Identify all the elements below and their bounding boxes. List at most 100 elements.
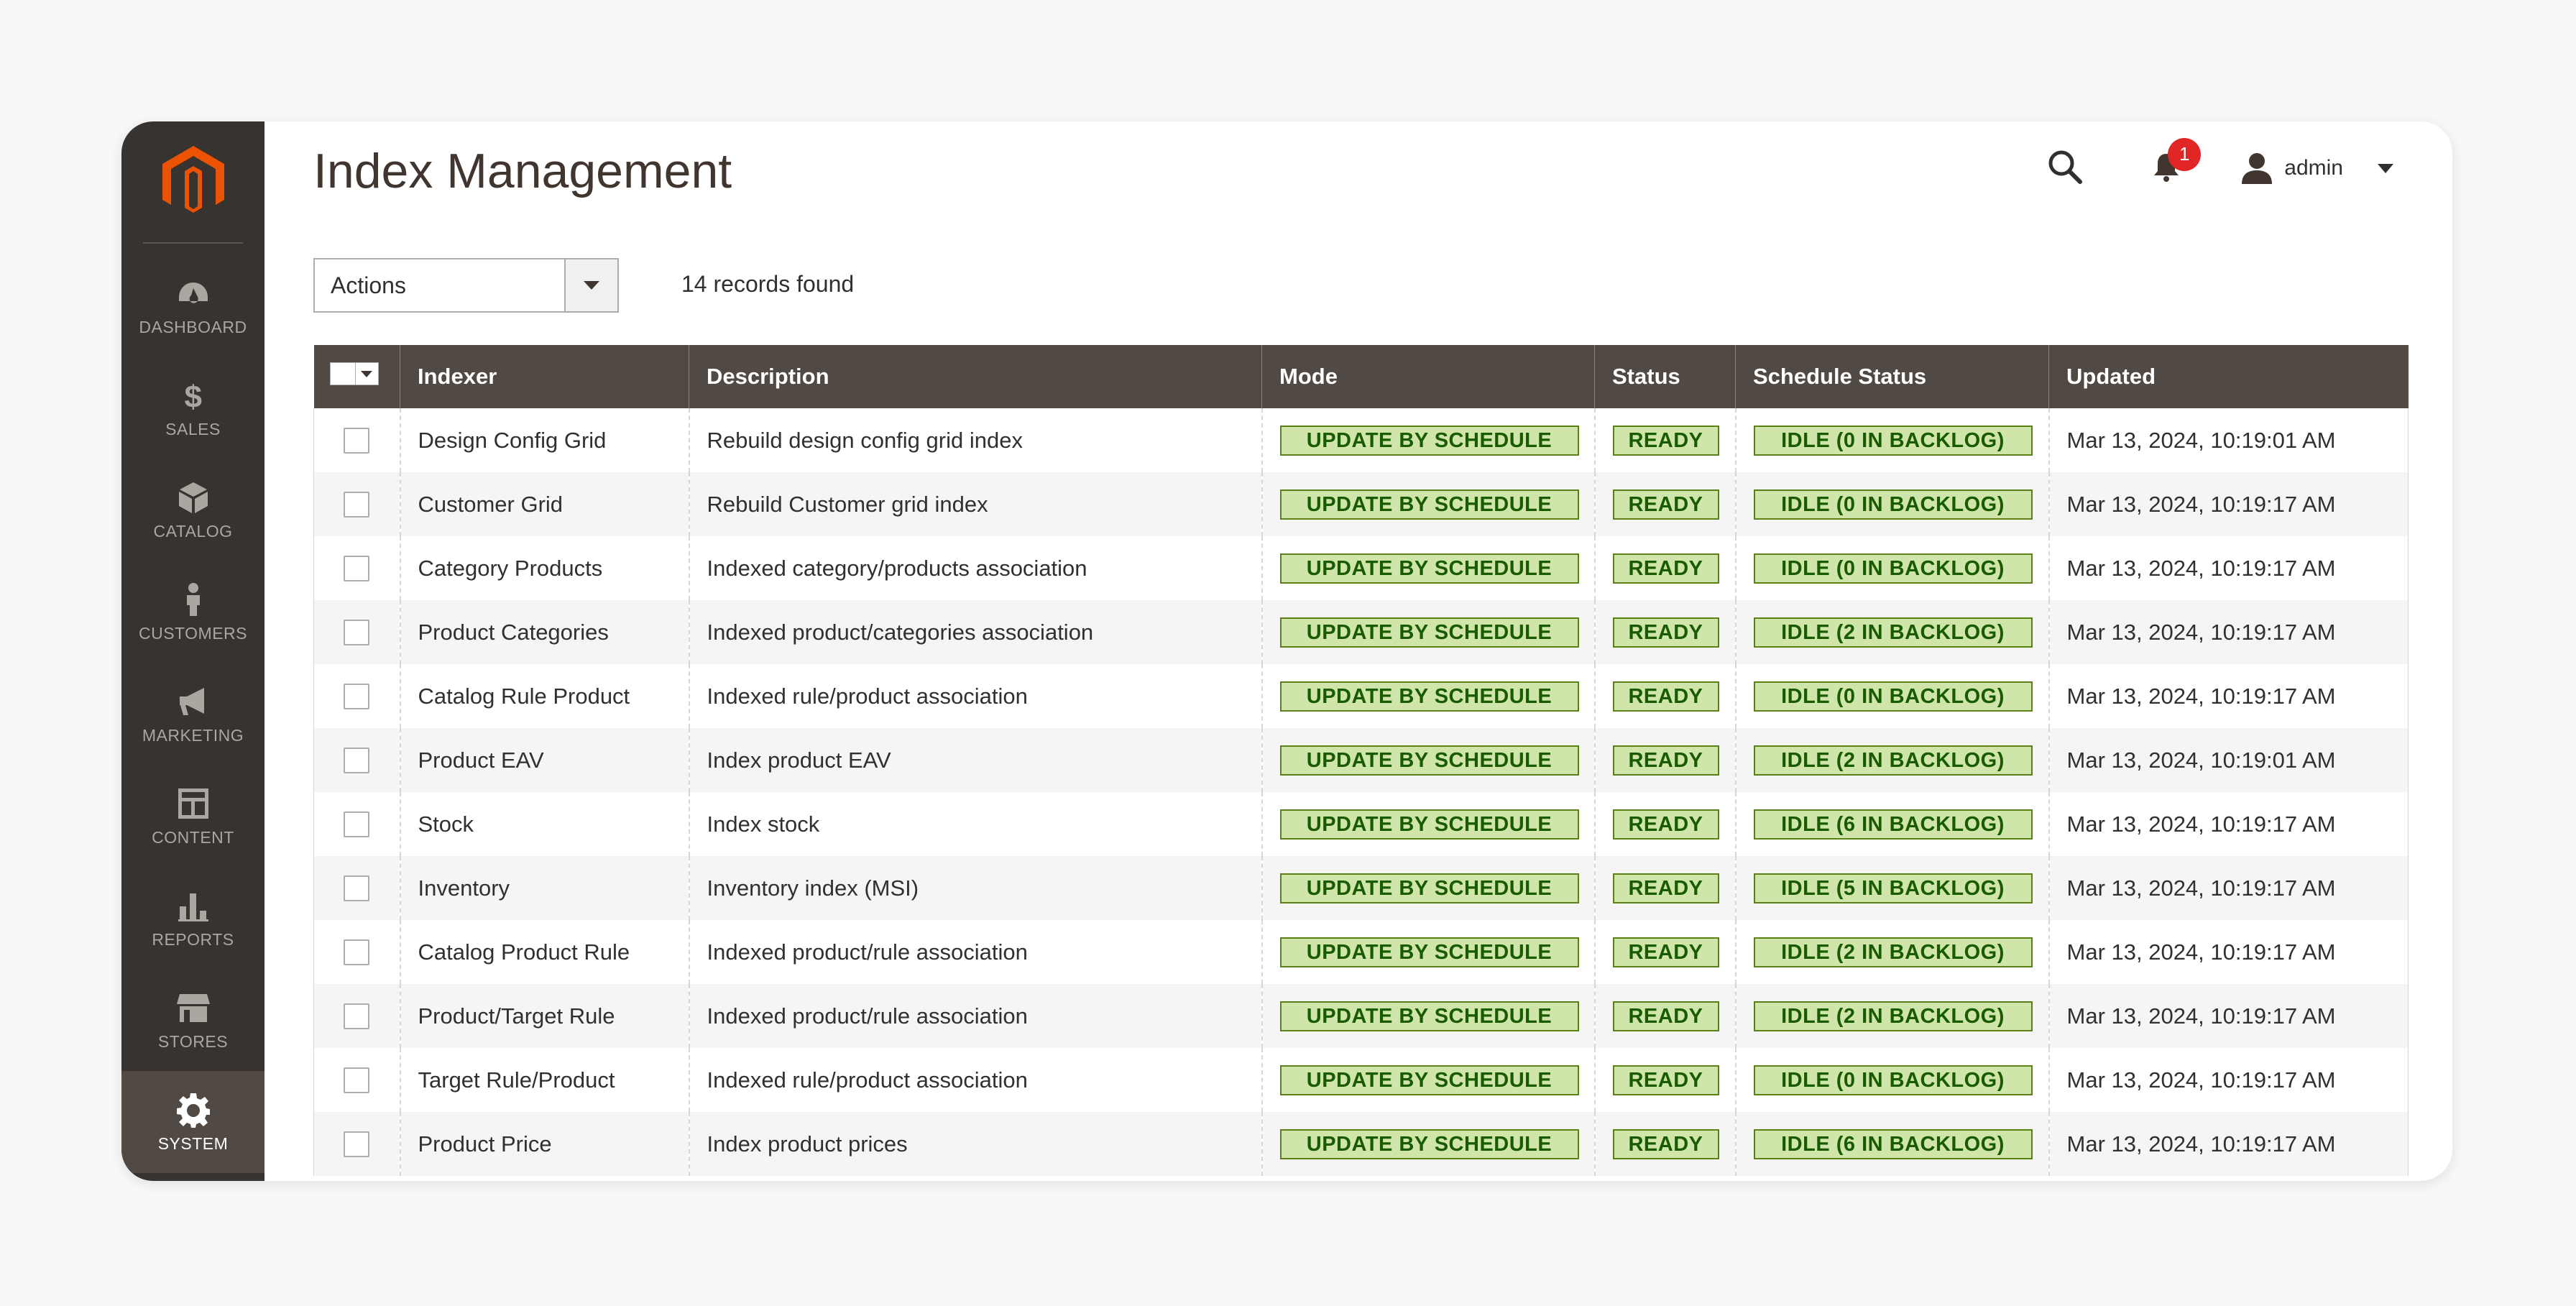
- sidebar-item-dashboard[interactable]: DASHBOARD: [121, 254, 264, 357]
- column-header-description[interactable]: Description: [689, 345, 1262, 408]
- sidebar-item-catalog[interactable]: CATALOG: [121, 459, 264, 561]
- status-cell: READY: [1593, 472, 1736, 536]
- sidebar-item-sales[interactable]: $ SALES: [121, 357, 264, 459]
- description-cell: Index product EAV: [688, 728, 1262, 792]
- chevron-down-icon[interactable]: [2378, 163, 2393, 173]
- indexer-cell: Inventory: [399, 856, 689, 920]
- status-badge: READY: [1612, 937, 1719, 967]
- row-checkbox[interactable]: [344, 684, 370, 710]
- mass-select-checkbox[interactable]: [329, 362, 356, 385]
- row-checkbox[interactable]: [344, 1003, 370, 1030]
- actions-dropdown-toggle[interactable]: [564, 259, 617, 311]
- table-row[interactable]: Target Rule/Product Indexed rule/product …: [313, 1048, 2409, 1112]
- status-badge: READY: [1612, 745, 1719, 776]
- row-select-cell: [313, 664, 400, 728]
- indexer-cell: Product Price: [399, 1112, 689, 1176]
- mode-cell: UPDATE BY SCHEDULE: [1261, 664, 1595, 728]
- notification-count-badge: 1: [2168, 137, 2202, 171]
- description-cell: Index product prices: [688, 1112, 1262, 1176]
- sidebar-item-reports[interactable]: REPORTS: [121, 867, 264, 969]
- row-checkbox[interactable]: [344, 428, 370, 454]
- status-badge: READY: [1612, 489, 1719, 520]
- status-cell: READY: [1593, 600, 1736, 664]
- row-checkbox[interactable]: [344, 875, 370, 902]
- schedule-status-cell: IDLE (0 IN BACKLOG): [1734, 536, 2049, 600]
- description-cell: Rebuild Customer grid index: [688, 472, 1262, 536]
- dashboard-gauge-icon: [174, 275, 213, 312]
- indexer-cell: Stock: [399, 792, 689, 856]
- column-header-updated[interactable]: Updated: [2048, 345, 2409, 408]
- table-row[interactable]: Design Config Grid Rebuild design config …: [313, 408, 2409, 472]
- table-row[interactable]: Customer Grid Rebuild Customer grid index…: [313, 472, 2409, 536]
- row-checkbox[interactable]: [344, 620, 370, 646]
- indexer-cell: Catalog Rule Product: [399, 664, 689, 728]
- search-icon[interactable]: [2046, 147, 2084, 190]
- updated-cell: Mar 13, 2024, 10:19:17 AM: [2048, 664, 2409, 728]
- mode-cell: UPDATE BY SCHEDULE: [1261, 984, 1595, 1048]
- row-checkbox[interactable]: [344, 748, 370, 774]
- schedule-status-badge: IDLE (0 IN BACKLOG): [1753, 553, 2033, 584]
- table-row[interactable]: Product Categories Indexed product/catego…: [313, 600, 2409, 664]
- sidebar-item-marketing[interactable]: MARKETING: [121, 663, 264, 765]
- mode-cell: UPDATE BY SCHEDULE: [1261, 536, 1595, 600]
- row-checkbox[interactable]: [344, 939, 370, 966]
- row-checkbox[interactable]: [344, 492, 370, 518]
- sidebar-item-label: MARKETING: [142, 725, 244, 745]
- table-row[interactable]: Product EAV Index product EAV UPDATE BY SC…: [313, 728, 2409, 792]
- sidebar-item-content[interactable]: CONTENT: [121, 765, 264, 867]
- main-content: Index Management 1 admin Actions 14 reco…: [264, 121, 2452, 1181]
- row-select-cell: [313, 984, 400, 1048]
- row-select-cell: [313, 1112, 400, 1176]
- table-row[interactable]: Product/Target Rule Indexed product/rule …: [313, 984, 2409, 1048]
- mass-select-header: [313, 345, 400, 408]
- header-tools: 1 admin: [2046, 137, 2393, 197]
- row-checkbox[interactable]: [344, 556, 370, 582]
- table-row[interactable]: Stock Index stock UPDATE BY SCHEDULE READY I…: [313, 792, 2409, 856]
- column-header-mode[interactable]: Mode: [1261, 345, 1595, 408]
- magento-logo-icon[interactable]: [161, 144, 226, 216]
- row-select-cell: [313, 408, 400, 472]
- storefront-icon: [174, 989, 213, 1026]
- row-select-cell: [313, 792, 400, 856]
- table-row[interactable]: Catalog Rule Product Indexed rule/product…: [313, 664, 2409, 728]
- schedule-status-badge: IDLE (2 IN BACKLOG): [1753, 745, 2033, 776]
- person-icon: [174, 581, 213, 618]
- notifications-bell-icon[interactable]: 1: [2150, 137, 2202, 186]
- status-cell: READY: [1593, 1112, 1736, 1176]
- column-header-schedule-status[interactable]: Schedule Status: [1735, 345, 2049, 408]
- description-cell: Indexed category/products association: [688, 536, 1262, 600]
- table-row[interactable]: Inventory Inventory index (MSI) UPDATE BY …: [313, 856, 2409, 920]
- mode-badge: UPDATE BY SCHEDULE: [1279, 553, 1579, 584]
- schedule-status-badge: IDLE (2 IN BACKLOG): [1753, 937, 2033, 967]
- admin-window: DASHBOARD $ SALES CATALOG CUSTOMERS MARKETING…: [121, 121, 2452, 1181]
- status-cell: READY: [1593, 792, 1736, 856]
- mode-badge: UPDATE BY SCHEDULE: [1279, 809, 1579, 840]
- mass-select-control[interactable]: [329, 362, 379, 385]
- sidebar-item-stores[interactable]: STORES: [121, 969, 264, 1071]
- user-menu[interactable]: admin: [2240, 151, 2393, 185]
- actions-dropdown[interactable]: Actions: [313, 258, 619, 313]
- row-checkbox[interactable]: [344, 811, 370, 838]
- mass-select-toggle[interactable]: [355, 362, 379, 385]
- actions-dropdown-label: Actions: [331, 272, 406, 298]
- indexer-cell: Catalog Product Rule: [399, 920, 689, 984]
- sidebar-item-customers[interactable]: CUSTOMERS: [121, 561, 264, 663]
- row-checkbox[interactable]: [344, 1131, 370, 1158]
- row-checkbox[interactable]: [344, 1067, 370, 1094]
- user-name: admin: [2284, 156, 2343, 180]
- gear-icon: [174, 1091, 213, 1128]
- table-row[interactable]: Category Products Indexed category/produc…: [313, 536, 2409, 600]
- sidebar-item-label: SALES: [165, 419, 221, 438]
- mode-cell: UPDATE BY SCHEDULE: [1261, 1048, 1595, 1112]
- updated-cell: Mar 13, 2024, 10:19:17 AM: [2048, 1112, 2409, 1176]
- column-header-status[interactable]: Status: [1594, 345, 1736, 408]
- column-header-indexer[interactable]: Indexer: [400, 345, 689, 408]
- sidebar-item-system[interactable]: SYSTEM: [121, 1071, 264, 1173]
- updated-cell: Mar 13, 2024, 10:19:17 AM: [2048, 792, 2409, 856]
- mode-badge: UPDATE BY SCHEDULE: [1279, 1128, 1579, 1159]
- schedule-status-cell: IDLE (6 IN BACKLOG): [1734, 1112, 2049, 1176]
- mode-cell: UPDATE BY SCHEDULE: [1261, 472, 1595, 536]
- table-row[interactable]: Product Price Index product prices UPDATE …: [313, 1112, 2409, 1176]
- table-row[interactable]: Catalog Product Rule Indexed product/rule…: [313, 920, 2409, 984]
- indexer-cell: Product EAV: [399, 728, 689, 792]
